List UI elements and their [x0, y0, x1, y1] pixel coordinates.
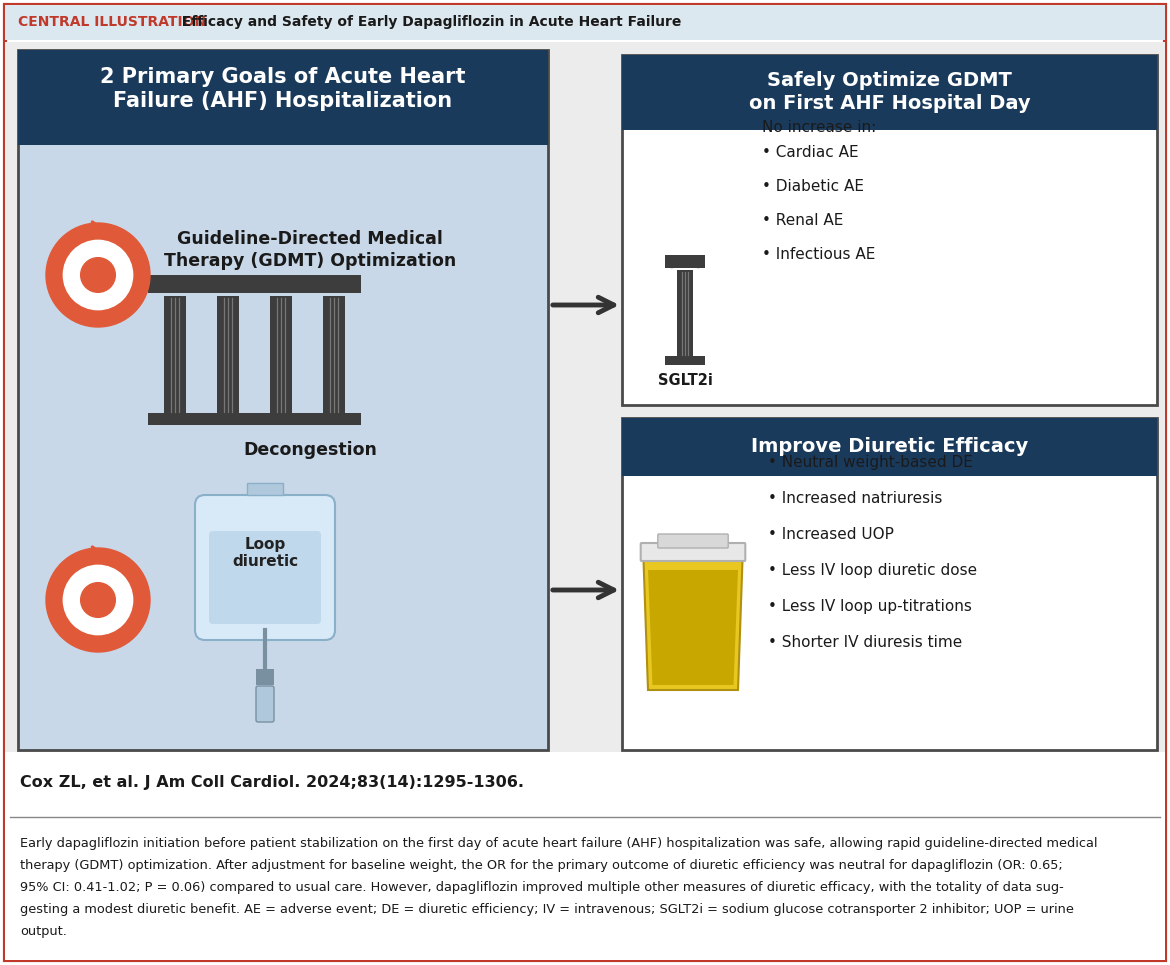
- FancyBboxPatch shape: [147, 413, 202, 425]
- Text: • Infectious AE: • Infectious AE: [762, 247, 875, 262]
- FancyBboxPatch shape: [256, 686, 274, 722]
- FancyBboxPatch shape: [18, 50, 548, 750]
- Ellipse shape: [693, 356, 704, 365]
- Ellipse shape: [238, 281, 254, 293]
- Text: • Neutral weight-based DE: • Neutral weight-based DE: [768, 455, 973, 470]
- Text: Loop
diuretic: Loop diuretic: [232, 537, 298, 569]
- Text: • Shorter IV diuresis time: • Shorter IV diuresis time: [768, 635, 962, 650]
- FancyBboxPatch shape: [201, 281, 255, 293]
- Text: output.: output.: [20, 925, 67, 938]
- Ellipse shape: [255, 413, 271, 425]
- Text: Safely Optimize GDMT
on First AHF Hospital Day: Safely Optimize GDMT on First AHF Hospit…: [749, 70, 1031, 113]
- Text: SGLT2i: SGLT2i: [658, 373, 713, 388]
- Circle shape: [63, 565, 132, 635]
- Ellipse shape: [201, 413, 219, 425]
- Text: gesting a modest diuretic benefit. AE = adverse event; DE = diuretic efficiency;: gesting a modest diuretic benefit. AE = …: [20, 903, 1074, 916]
- Text: therapy (GDMT) optimization. After adjustment for baseline weight, the OR for th: therapy (GDMT) optimization. After adjus…: [20, 859, 1062, 872]
- Circle shape: [63, 240, 132, 310]
- Text: 2 Primary Goals of Acute Heart
Failure (AHF) Hospitalization: 2 Primary Goals of Acute Heart Failure (…: [101, 67, 466, 111]
- Ellipse shape: [185, 281, 201, 293]
- Ellipse shape: [255, 281, 271, 293]
- FancyBboxPatch shape: [254, 275, 308, 286]
- Ellipse shape: [149, 413, 165, 425]
- FancyBboxPatch shape: [676, 270, 694, 356]
- Text: Efficacy and Safety of Early Dapagliflozin in Acute Heart Failure: Efficacy and Safety of Early Dapaglifloz…: [172, 15, 681, 29]
- Ellipse shape: [238, 413, 254, 425]
- FancyBboxPatch shape: [269, 296, 292, 413]
- Text: Early dapagliflozin initiation before patient stabilization on the first day of : Early dapagliflozin initiation before pa…: [20, 837, 1097, 850]
- Text: • Cardiac AE: • Cardiac AE: [762, 145, 859, 160]
- FancyBboxPatch shape: [201, 275, 255, 286]
- FancyBboxPatch shape: [307, 281, 362, 293]
- FancyBboxPatch shape: [18, 50, 548, 145]
- FancyBboxPatch shape: [5, 42, 1165, 770]
- Ellipse shape: [344, 413, 360, 425]
- Circle shape: [46, 548, 150, 652]
- FancyBboxPatch shape: [195, 495, 335, 640]
- FancyBboxPatch shape: [641, 543, 745, 561]
- FancyBboxPatch shape: [622, 418, 1157, 476]
- FancyBboxPatch shape: [147, 275, 202, 286]
- FancyBboxPatch shape: [216, 296, 240, 413]
- FancyBboxPatch shape: [5, 817, 1165, 960]
- Text: • Diabetic AE: • Diabetic AE: [762, 179, 863, 194]
- Text: • Less IV loop up-titrations: • Less IV loop up-titrations: [768, 599, 972, 614]
- FancyBboxPatch shape: [247, 483, 283, 495]
- Text: • Less IV loop diuretic dose: • Less IV loop diuretic dose: [768, 563, 977, 578]
- FancyBboxPatch shape: [323, 296, 345, 413]
- Ellipse shape: [185, 413, 201, 425]
- Ellipse shape: [308, 281, 324, 293]
- Ellipse shape: [291, 413, 308, 425]
- Polygon shape: [648, 570, 738, 685]
- FancyBboxPatch shape: [622, 418, 1157, 750]
- Text: Cox ZL, et al. J Am Coll Cardiol. 2024;83(14):1295-1306.: Cox ZL, et al. J Am Coll Cardiol. 2024;8…: [20, 775, 524, 789]
- FancyBboxPatch shape: [256, 669, 274, 685]
- Text: Improve Diuretic Efficacy: Improve Diuretic Efficacy: [751, 437, 1028, 456]
- Ellipse shape: [291, 281, 308, 293]
- FancyBboxPatch shape: [658, 534, 728, 548]
- FancyBboxPatch shape: [307, 275, 362, 286]
- Ellipse shape: [693, 260, 704, 268]
- FancyBboxPatch shape: [666, 356, 704, 365]
- FancyBboxPatch shape: [622, 55, 1157, 130]
- FancyBboxPatch shape: [201, 413, 255, 425]
- Text: • Increased UOP: • Increased UOP: [768, 527, 894, 542]
- Text: No increase in:: No increase in:: [762, 120, 876, 135]
- FancyBboxPatch shape: [209, 531, 321, 624]
- FancyBboxPatch shape: [254, 413, 308, 425]
- FancyBboxPatch shape: [307, 413, 362, 425]
- Text: Decongestion: Decongestion: [243, 441, 377, 459]
- Ellipse shape: [666, 356, 677, 365]
- Ellipse shape: [308, 413, 324, 425]
- FancyBboxPatch shape: [666, 255, 704, 262]
- FancyBboxPatch shape: [254, 281, 308, 293]
- Text: • Renal AE: • Renal AE: [762, 213, 844, 228]
- Ellipse shape: [201, 281, 219, 293]
- FancyBboxPatch shape: [164, 296, 186, 413]
- Text: • Increased natriuresis: • Increased natriuresis: [768, 491, 942, 506]
- FancyBboxPatch shape: [622, 55, 1157, 405]
- Polygon shape: [644, 560, 743, 690]
- FancyBboxPatch shape: [147, 281, 202, 293]
- FancyBboxPatch shape: [5, 5, 1165, 40]
- Circle shape: [81, 583, 116, 618]
- Circle shape: [46, 223, 150, 327]
- Text: CENTRAL ILLUSTRATION: CENTRAL ILLUSTRATION: [18, 15, 206, 29]
- FancyBboxPatch shape: [5, 5, 1165, 960]
- Circle shape: [81, 258, 116, 292]
- Ellipse shape: [344, 281, 360, 293]
- FancyBboxPatch shape: [666, 260, 704, 268]
- Ellipse shape: [666, 260, 677, 268]
- FancyBboxPatch shape: [5, 752, 1165, 817]
- Text: Guideline-Directed Medical
Therapy (GDMT) Optimization: Guideline-Directed Medical Therapy (GDMT…: [164, 230, 456, 270]
- Text: 95% CI: 0.41-1.02; P = 0.06) compared to usual care. However, dapagliflozin impr: 95% CI: 0.41-1.02; P = 0.06) compared to…: [20, 881, 1064, 894]
- Ellipse shape: [149, 281, 165, 293]
